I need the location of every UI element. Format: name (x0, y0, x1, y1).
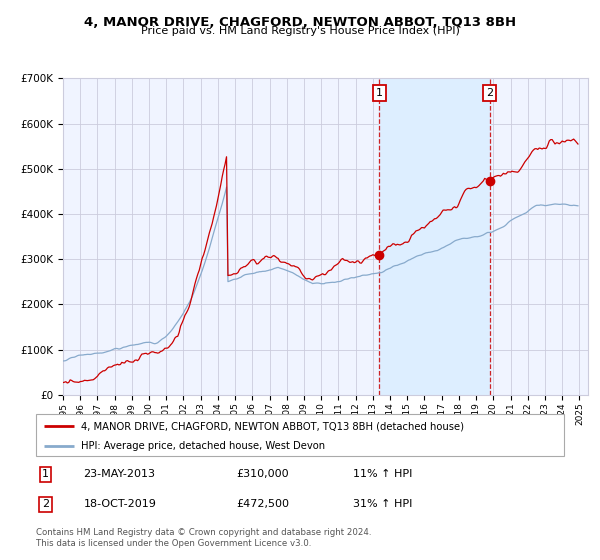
Text: 1: 1 (42, 469, 49, 479)
Text: 2: 2 (42, 499, 49, 509)
Text: 1: 1 (376, 88, 383, 98)
Text: 4, MANOR DRIVE, CHAGFORD, NEWTON ABBOT, TQ13 8BH (detached house): 4, MANOR DRIVE, CHAGFORD, NEWTON ABBOT, … (81, 421, 464, 431)
Text: 2: 2 (486, 88, 493, 98)
Text: HPI: Average price, detached house, West Devon: HPI: Average price, detached house, West… (81, 441, 325, 451)
Text: 18-OCT-2019: 18-OCT-2019 (83, 499, 157, 509)
Text: Contains HM Land Registry data © Crown copyright and database right 2024.
This d: Contains HM Land Registry data © Crown c… (36, 528, 371, 548)
Text: 31% ↑ HPI: 31% ↑ HPI (353, 499, 412, 509)
Text: £310,000: £310,000 (236, 469, 289, 479)
Bar (379, 78, 490, 395)
Text: 11% ↑ HPI: 11% ↑ HPI (353, 469, 412, 479)
Text: £472,500: £472,500 (236, 499, 290, 509)
Text: 4, MANOR DRIVE, CHAGFORD, NEWTON ABBOT, TQ13 8BH: 4, MANOR DRIVE, CHAGFORD, NEWTON ABBOT, … (84, 16, 516, 29)
Text: Price paid vs. HM Land Registry's House Price Index (HPI): Price paid vs. HM Land Registry's House … (140, 26, 460, 36)
Text: 23-MAY-2013: 23-MAY-2013 (83, 469, 155, 479)
